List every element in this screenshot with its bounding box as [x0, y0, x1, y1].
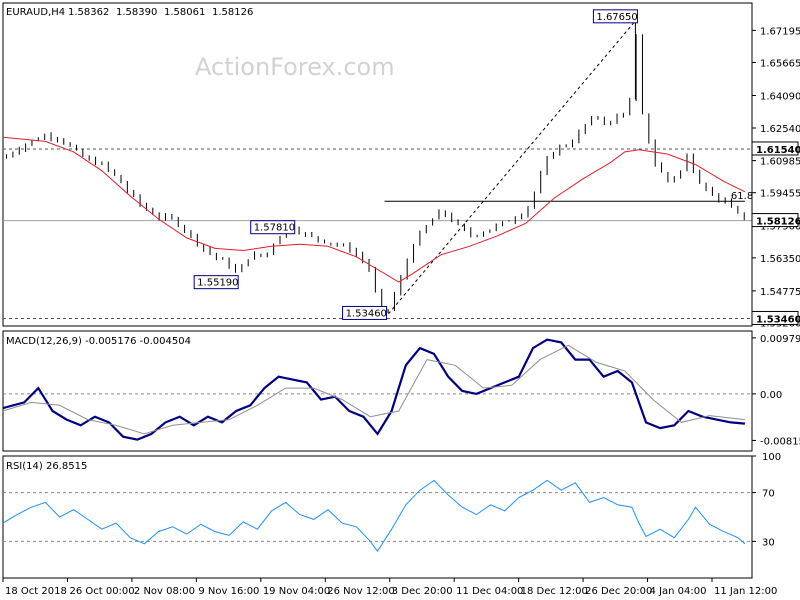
price-annotation: 1.55190: [197, 278, 238, 289]
x-tick-label: 9 Nov 16:00: [198, 586, 259, 597]
price-annotation-box: [592, 9, 638, 24]
macd-y-tick-label: -0.008152: [760, 436, 800, 447]
price-y-tick-label: 1.54775: [760, 287, 800, 298]
price-annotation: 1.67650: [596, 12, 637, 23]
macd-line: [2, 338, 745, 441]
price-header-low: 1.58061: [164, 7, 205, 18]
level-price-box: [751, 141, 799, 156]
price-annotation: 1.57810: [254, 223, 295, 234]
rsi-title: RSI(14) 26.8515: [6, 461, 87, 472]
price-y-tick-label: 1.62540: [760, 124, 800, 135]
x-tick-label: 18 Dec 12:00: [521, 586, 588, 597]
level-price-label: 1.58126: [756, 217, 800, 228]
price-header-high: 1.58390: [116, 7, 157, 18]
price-y-tick-label: 1.67195: [760, 26, 800, 37]
macd-y-tick-label: 0.009797: [760, 334, 800, 345]
rsi-y-tick-label: 70: [762, 489, 775, 500]
level-price-box: [751, 310, 799, 325]
x-tick-label: 4 Jan 04:00: [650, 586, 707, 597]
price-y-tick-label: 1.59455: [760, 189, 800, 200]
x-tick-label: 26 Oct 00:00: [69, 586, 134, 597]
level-price-box: [751, 213, 799, 228]
macd-y-tick-label: 0.00: [760, 390, 782, 401]
price-y-tick-label: 1.65665: [760, 58, 800, 69]
macd-pane-frame: [2, 330, 753, 452]
level-price-label: 1.53460: [756, 314, 800, 325]
price-annotation-box: [342, 305, 388, 320]
watermark: ActionForex.com: [195, 53, 395, 81]
price-header-open: 1.58362: [68, 7, 109, 18]
x-tick-label: 19 Nov 04:00: [263, 586, 330, 597]
price-annotation: 1.53460: [346, 308, 387, 319]
fib-level-label: 61.8: [731, 191, 753, 202]
x-tick-label: 26 Dec 20:00: [585, 586, 652, 597]
price-y-tick-label: 1.64090: [760, 91, 800, 102]
x-tick-label: 3 Dec 20:00: [392, 586, 453, 597]
x-tick-label: 2 Nov 08:00: [134, 586, 195, 597]
trend-line: [384, 20, 636, 319]
rsi-line: [2, 479, 746, 553]
x-tick-label: 11 Jan 12:00: [714, 586, 777, 597]
price-annotation-box: [250, 220, 296, 235]
rsi-y-tick-label: 30: [762, 537, 775, 548]
macd-signal-line: [2, 344, 745, 435]
price-annotation-box: [193, 275, 239, 290]
x-tick-label: 26 Nov 12:00: [327, 586, 394, 597]
level-price-label: 1.61540: [756, 145, 800, 156]
price-header-close: 1.58126: [212, 7, 253, 18]
moving-average-line: [2, 136, 746, 283]
price-pane-frame: [2, 2, 753, 327]
rsi-pane-frame: [2, 455, 753, 579]
macd-title: MACD(12,26,9) -0.005176 -0.004504: [6, 336, 191, 347]
rsi-y-tick-label: 100: [762, 452, 781, 463]
price-y-tick-label: 1.56350: [760, 254, 800, 265]
x-tick-label: 18 Oct 2018: [5, 586, 67, 597]
x-tick-label: 11 Dec 04:00: [456, 586, 523, 597]
price-header-symbol: EURAUD,H4: [6, 7, 65, 18]
price-y-tick-label: 1.60985: [760, 157, 800, 168]
